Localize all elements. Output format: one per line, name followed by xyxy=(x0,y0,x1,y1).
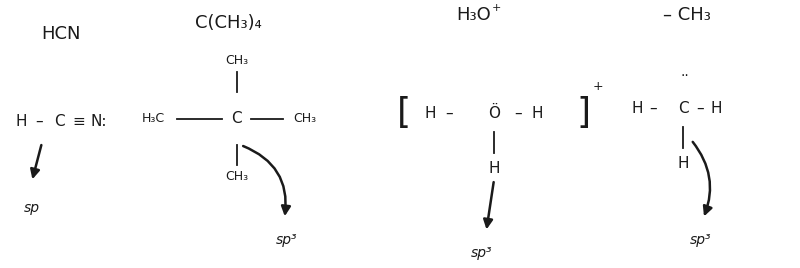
Text: –: – xyxy=(514,106,522,121)
Text: H₃O: H₃O xyxy=(456,6,490,24)
Text: H: H xyxy=(425,106,436,121)
Text: ≡: ≡ xyxy=(72,114,85,129)
Text: H: H xyxy=(631,100,642,116)
Text: +: + xyxy=(592,80,603,93)
Text: – CH₃: – CH₃ xyxy=(663,6,711,24)
Text: ··: ·· xyxy=(680,69,689,83)
Text: –: – xyxy=(35,114,42,129)
Text: CH₃: CH₃ xyxy=(293,112,316,125)
Text: ]: ] xyxy=(576,96,590,130)
Text: sp: sp xyxy=(24,202,40,215)
Text: N:: N: xyxy=(90,114,107,129)
Text: H: H xyxy=(15,114,27,129)
Text: sp³: sp³ xyxy=(471,246,493,260)
Text: H: H xyxy=(488,161,500,176)
Text: [: [ xyxy=(397,96,411,130)
Text: sp³: sp³ xyxy=(690,233,711,247)
Text: –: – xyxy=(696,100,703,116)
Text: sp³: sp³ xyxy=(276,233,298,247)
Text: C: C xyxy=(231,111,242,126)
Text: C: C xyxy=(54,114,65,129)
Text: H₃C: H₃C xyxy=(142,112,165,125)
Text: H: H xyxy=(531,106,543,121)
Text: Ö: Ö xyxy=(488,106,500,121)
Text: CH₃: CH₃ xyxy=(225,54,248,67)
Text: HCN: HCN xyxy=(42,25,81,43)
Text: H: H xyxy=(710,100,722,116)
Text: CH₃: CH₃ xyxy=(225,170,248,183)
Text: C(CH₃)₄: C(CH₃)₄ xyxy=(195,14,262,32)
Text: +: + xyxy=(492,3,501,13)
Text: C: C xyxy=(678,100,688,116)
Text: H: H xyxy=(678,156,689,171)
Text: –: – xyxy=(446,106,454,121)
Text: –: – xyxy=(650,100,658,116)
